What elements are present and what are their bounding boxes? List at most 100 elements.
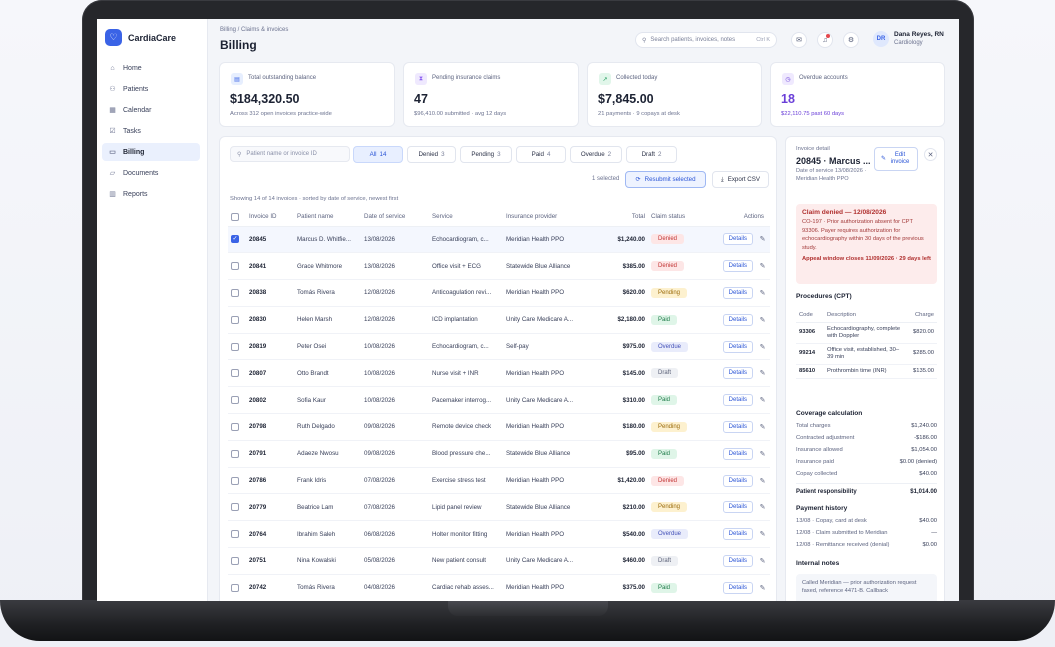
gear-icon[interactable]: ⚙ [843, 32, 859, 48]
edit-invoice-button[interactable]: ✎ Edit invoice [874, 147, 918, 171]
column-header-insurance-provider[interactable]: Insurance provider [503, 208, 592, 227]
pencil-icon[interactable]: ✎ [759, 557, 766, 565]
collected-today-card[interactable]: ↗ Collected today $7,845.00 21 payments · 9… [587, 62, 762, 127]
invoice-search-input[interactable]: ⚲ Patient name or invoice ID [230, 146, 350, 162]
table-row[interactable]: 20841 Grace Whitmore 13/08/2026 Office visi… [228, 252, 770, 281]
actions-cell: Details ✎ [708, 306, 770, 334]
column-header-invoice-id[interactable]: Invoice ID [246, 208, 294, 227]
row-checkbox[interactable] [231, 396, 239, 405]
tab-pending[interactable]: Pending 3 [460, 146, 512, 163]
sidebar-item-reports[interactable]: ▥ Reports [102, 185, 200, 203]
mail-icon[interactable]: ✉ [791, 32, 807, 48]
table-row[interactable]: 20779 Beatrice Lam 07/08/2026 Lipid panel r… [228, 493, 770, 522]
table-row[interactable]: 20764 Ibrahim Saleh 06/08/2026 Holter monit… [228, 520, 770, 549]
sidebar-item-patients[interactable]: ⚇ Patients [102, 80, 200, 98]
table-row[interactable]: 20830 Helen Marsh 12/08/2026 ICD implantati… [228, 306, 770, 334]
row-checkbox[interactable] [231, 530, 239, 539]
pencil-icon[interactable]: ✎ [759, 584, 766, 592]
row-checkbox[interactable] [231, 449, 239, 458]
row-checkbox[interactable] [231, 342, 239, 351]
row-select-cell [228, 520, 246, 549]
sidebar-item-home[interactable]: ⌂ Home [102, 59, 200, 77]
pencil-icon[interactable]: ✎ [759, 236, 766, 244]
pencil-icon[interactable]: ✎ [759, 263, 766, 271]
service: Pacemaker interrog... [429, 386, 503, 415]
details-button[interactable]: Details [722, 447, 753, 460]
table-row[interactable]: ✓ 20845 Marcus D. Whitfie... 13/08/2026 Echo… [228, 226, 770, 254]
details-button[interactable]: Details [722, 286, 753, 299]
tab-overdue[interactable]: Overdue 2 [570, 146, 622, 163]
row-checkbox[interactable] [231, 583, 239, 592]
table-row[interactable]: 20819 Peter Osei 10/08/2026 Echocardiogram,… [228, 333, 770, 361]
column-header-date-of-service[interactable]: Date of service [361, 208, 429, 227]
table-row[interactable]: 20791 Adaeze Nwosu 09/08/2026 Blood pressur… [228, 440, 770, 468]
pencil-icon[interactable]: ✎ [759, 504, 766, 512]
row-checkbox[interactable] [231, 315, 239, 324]
user-menu[interactable]: DR Dana Reyes, RN Cardiology [873, 31, 944, 47]
details-button[interactable]: Details [722, 501, 753, 514]
pending-claims-card[interactable]: ⧗ Pending insurance claims 47 $96,410.00 su… [403, 62, 579, 127]
outstanding-balance-card[interactable]: ▤ Total outstanding balance $184,320.50 Acr… [219, 62, 395, 127]
table-row[interactable]: 20751 Nina Kowalski 05/08/2026 New patient … [228, 547, 770, 575]
column-header-total[interactable]: Total [592, 208, 648, 227]
pencil-icon[interactable]: ✎ [759, 316, 766, 324]
global-search-input[interactable]: ⚲ Search patients, invoices, notes Ctrl … [635, 32, 777, 48]
select-all-checkbox[interactable] [231, 212, 239, 221]
sidebar-item-documents[interactable]: ▱ Documents [102, 164, 200, 182]
details-button[interactable]: Details [722, 581, 753, 594]
details-button[interactable]: Details [722, 528, 753, 541]
sidebar-item-tasks[interactable]: ☑ Tasks [102, 122, 200, 140]
row-checkbox[interactable] [231, 503, 239, 512]
details-button[interactable]: Details [722, 420, 753, 433]
pencil-icon[interactable]: ✎ [759, 343, 766, 351]
overdue-accounts-card[interactable]: ◷ Overdue accounts 18 $22,110.75 past 60 da… [770, 62, 945, 127]
brand[interactable]: ♡ CardiaCare [105, 29, 176, 46]
pencil-icon[interactable]: ✎ [759, 531, 766, 539]
column-header-claim-status[interactable]: Claim status [648, 208, 708, 227]
details-button[interactable]: Details [722, 554, 753, 567]
tab-draft[interactable]: Draft 2 [626, 146, 677, 163]
details-button[interactable]: Details [722, 394, 753, 407]
details-button[interactable]: Details [722, 260, 753, 273]
row-checkbox[interactable] [231, 288, 239, 297]
home-icon: ⌂ [110, 64, 115, 72]
coverage-row-label: Copay collected [796, 471, 838, 477]
resubmit-selected-button[interactable]: ⟳ Resubmit selected [625, 171, 706, 188]
row-checkbox[interactable] [231, 476, 239, 485]
select-all-header[interactable] [228, 208, 246, 227]
pencil-icon[interactable]: ✎ [759, 370, 766, 378]
bell-icon[interactable]: ♫ [817, 32, 833, 48]
pencil-icon[interactable]: ✎ [759, 289, 766, 297]
row-checkbox[interactable] [231, 556, 239, 565]
row-checkbox[interactable] [231, 422, 239, 431]
export-csv-button[interactable]: ⤓ Export CSV [712, 171, 769, 188]
breadcrumb[interactable]: Billing / Claims & invoices [220, 27, 289, 33]
pencil-icon[interactable]: ✎ [759, 450, 766, 458]
row-checkbox[interactable] [231, 262, 239, 271]
details-button[interactable]: Details [722, 233, 753, 246]
sidebar-item-calendar[interactable]: ▦ Calendar [102, 101, 200, 119]
details-button[interactable]: Details [722, 474, 753, 487]
tab-denied[interactable]: Denied 3 [407, 146, 456, 163]
column-header-service[interactable]: Service [429, 208, 503, 227]
table-row[interactable]: 20786 Frank Idris 07/08/2026 Exercise stres… [228, 467, 770, 495]
table-row[interactable]: 20798 Ruth Delgado 09/08/2026 Remote device… [228, 413, 770, 441]
row-checkbox[interactable]: ✓ [231, 235, 239, 244]
table-row[interactable]: 20807 Otto Brandt 10/08/2026 Nurse visit + … [228, 359, 770, 388]
close-icon[interactable]: ✕ [924, 148, 937, 161]
table-row[interactable]: 20838 Tomás Rivera 12/08/2026 Anticoagulati… [228, 279, 770, 307]
pencil-icon[interactable]: ✎ [759, 477, 766, 485]
tab-paid[interactable]: Paid 4 [516, 146, 566, 163]
column-header-actions[interactable]: Actions [708, 208, 770, 227]
details-button[interactable]: Details [722, 340, 753, 353]
details-button[interactable]: Details [722, 367, 753, 380]
tab-all[interactable]: All 14 [353, 146, 403, 163]
row-checkbox[interactable] [231, 369, 239, 378]
table-row[interactable]: 20802 Sofia Kaur 10/08/2026 Pacemaker inter… [228, 386, 770, 415]
table-row[interactable]: 20742 Tomás Rivera 04/08/2026 Cardiac rehab… [228, 574, 770, 601]
sidebar-item-billing[interactable]: ▭ Billing [102, 143, 200, 161]
pencil-icon[interactable]: ✎ [759, 423, 766, 431]
pencil-icon[interactable]: ✎ [759, 397, 766, 405]
column-header-patient-name[interactable]: Patient name [294, 208, 361, 227]
details-button[interactable]: Details [722, 313, 753, 326]
